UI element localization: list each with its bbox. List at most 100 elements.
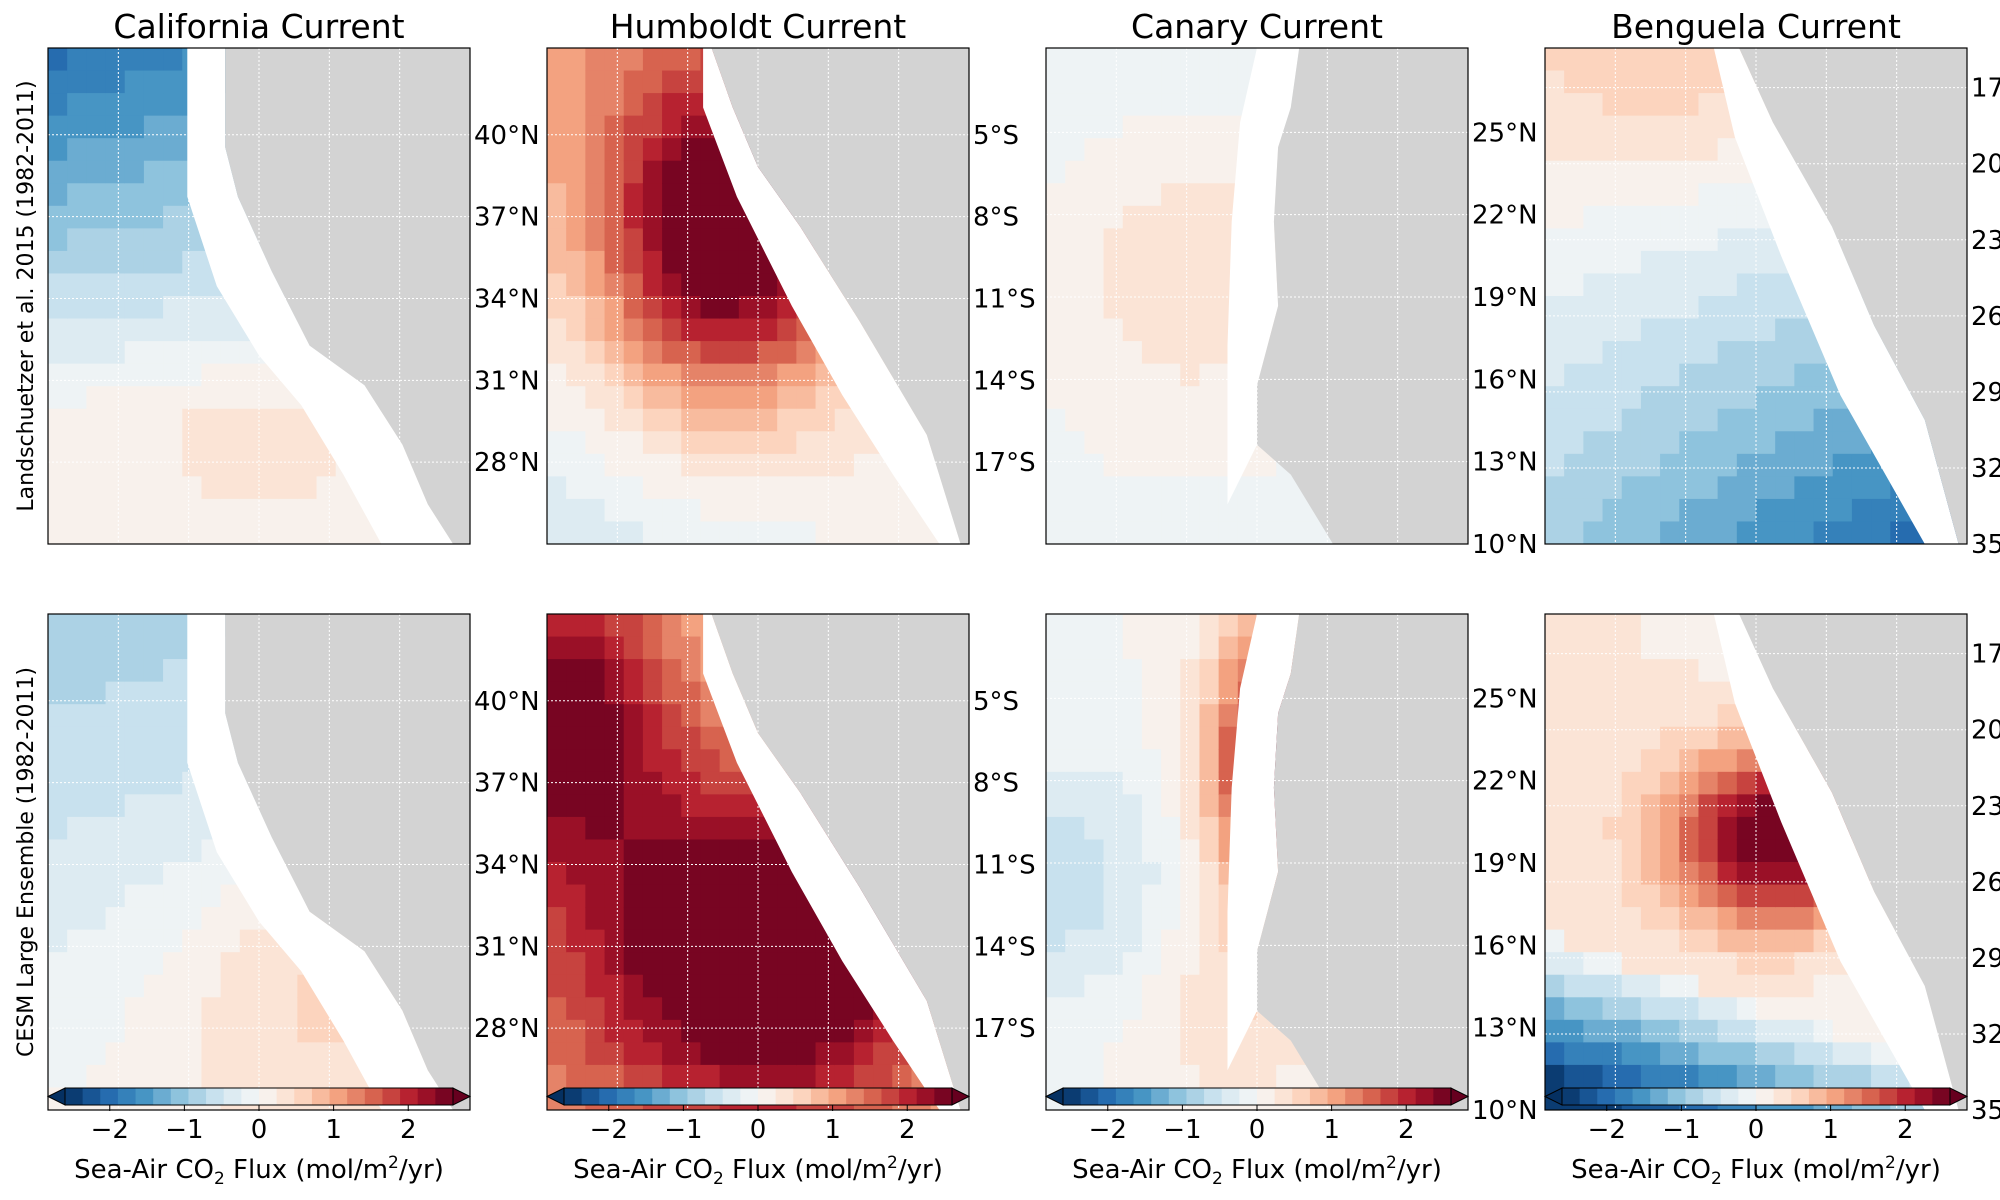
flux-field <box>1046 614 1468 1110</box>
panel-r2-c3: 25°N 22°N 19°N 16°N 13°N 10°N <box>1045 613 1538 1126</box>
colorbar-segment <box>294 1088 313 1105</box>
colorbar-segment <box>564 1088 583 1105</box>
lat-tick-label: 22°N <box>1472 201 1538 231</box>
colorbar-segment <box>347 1088 366 1105</box>
colorbar-tick-label: 0 <box>251 1115 268 1145</box>
land-mask <box>1257 48 1468 544</box>
colorbar-segment <box>1186 1088 1205 1105</box>
coastal-mask <box>1713 48 1959 544</box>
panel-r2-c2: 5°S 8°S 11°S 14°S 17°S <box>546 613 1036 1111</box>
lat-tick-label: 17°S <box>973 1014 1036 1044</box>
column-title: Canary Current <box>1131 7 1383 46</box>
panel-r2-c4: 17° 20° 23° 26° 29° 32° 35° <box>1544 613 2000 1126</box>
lat-tick-label: 23° <box>1971 226 2000 256</box>
colorbar-segment <box>1932 1088 1951 1105</box>
coastal-mask <box>1713 614 1959 1110</box>
lat-tick-label: 19°N <box>1472 849 1538 879</box>
colorbar-tick-label: 2 <box>899 1115 916 1145</box>
colorbar-segment <box>1115 1088 1135 1105</box>
colorbar-label: Sea-Air CO2 Flux (mol/m2/yr) <box>573 1153 943 1189</box>
lat-tick-label: 5°S <box>973 121 1019 151</box>
lat-tick-label: 25°N <box>1472 118 1538 148</box>
colorbar-tick-label: −2 <box>91 1115 129 1145</box>
lat-tick-label: 28°N <box>474 448 540 478</box>
colorbar-segment <box>1204 1088 1223 1105</box>
colorbar-segment <box>1879 1088 1898 1105</box>
lat-tick-label: 10°N <box>1472 530 1538 560</box>
panel-frame <box>546 47 970 545</box>
colorbar-segment <box>276 1088 295 1105</box>
land-mask <box>1739 48 1967 544</box>
lat-tick-label: 37°N <box>474 769 540 799</box>
panel-r1-c1: 40°N 37°N 34°N 31°N 28°N California Current La… <box>14 7 540 545</box>
colorbar-segment <box>1415 1088 1434 1105</box>
colorbar-segment <box>1380 1088 1399 1105</box>
lat-tick-label: 14°S <box>973 932 1036 962</box>
colorbar-segment <box>1098 1088 1117 1105</box>
lat-tick-label: 31°N <box>474 366 540 396</box>
row-label: Landschuetzer et al. 2015 (1982-2011) <box>14 80 39 511</box>
colorbar-segment <box>758 1088 777 1105</box>
colorbar-segment <box>1168 1088 1187 1105</box>
lat-tick-label: 40°N <box>474 687 540 717</box>
colorbar-segment <box>65 1088 84 1105</box>
panel-r1-c4: 17° 20° 23° 26° 29° 32° 35° Benguela Current <box>1544 7 2000 560</box>
lat-tick-label: 17°S <box>973 448 1036 478</box>
lat-tick-label: 32° <box>1971 454 2000 484</box>
colorbar-segment <box>1239 1088 1258 1105</box>
lat-tick-label: 13°N <box>1472 1014 1538 1044</box>
lat-tick-label: 40°N <box>474 121 540 151</box>
colorbar-segment <box>687 1088 706 1105</box>
lat-tick-label: 34°N <box>474 850 540 880</box>
lat-tick-label: 19°N <box>1472 283 1538 313</box>
lat-tick-label: 29° <box>1971 944 2000 974</box>
colorbar-segment <box>241 1088 260 1105</box>
colorbar-tick-label: 1 <box>1822 1115 1839 1145</box>
colorbar-segment <box>117 1088 137 1105</box>
colorbar-segment <box>435 1088 454 1105</box>
colorbar-segment <box>828 1088 847 1105</box>
colorbar-label: Sea-Air CO2 Flux (mol/m2/yr) <box>74 1153 444 1189</box>
lat-tick-label: 26° <box>1971 302 2000 332</box>
colorbar-segment <box>1579 1088 1598 1105</box>
colorbar-tick-label: 0 <box>750 1115 767 1145</box>
colorbar-tick-label: 0 <box>1748 1115 1765 1145</box>
colorbar-segment <box>329 1088 348 1105</box>
coastal-mask <box>1227 614 1300 1071</box>
colorbar-segment <box>1720 1088 1739 1105</box>
colorbar-segment <box>1614 1088 1634 1105</box>
colorbar-segment <box>1667 1088 1686 1105</box>
lat-tick-label: 34°N <box>474 284 540 314</box>
colorbar-tick-label: −1 <box>1163 1115 1201 1145</box>
colorbar-segment <box>616 1088 636 1105</box>
colorbar-segment <box>881 1088 900 1105</box>
colorbar-segment <box>1756 1088 1775 1105</box>
lat-tick-label: 10°N <box>1472 1096 1538 1126</box>
panel-frame <box>1544 47 1968 545</box>
coastal-mask <box>1227 48 1300 505</box>
colorbar-segment <box>1703 1088 1722 1105</box>
colorbar-segment <box>1861 1088 1880 1105</box>
land-mask <box>225 614 470 1110</box>
colorbar-tick-label: 2 <box>1398 1115 1415 1145</box>
colorbar-segment <box>1257 1088 1276 1105</box>
colorbar-4: −2 −1 0 1 2 Sea-Air CO2 Flux (mol/m2/yr) <box>1543 1087 1969 1189</box>
lat-tick-label: 17° <box>1971 640 2000 670</box>
column-title: California Current <box>113 7 404 46</box>
lat-tick-label: 28°N <box>474 1014 540 1044</box>
column-title: Humboldt Current <box>610 7 907 46</box>
lat-tick-label: 35° <box>1971 530 2000 560</box>
colorbar-segment <box>1791 1088 1810 1105</box>
coastal-mask <box>703 48 961 544</box>
lat-tick-label: 5°S <box>973 687 1019 717</box>
land-mask <box>1739 614 1967 1110</box>
colorbar-segment <box>382 1088 401 1105</box>
colorbar-segment <box>188 1088 207 1105</box>
colorbar-segment <box>82 1088 101 1105</box>
flux-field <box>1046 48 1468 544</box>
coastal-mask <box>703 614 961 1110</box>
colorbar-segment <box>581 1088 600 1105</box>
colorbar-segment <box>810 1088 830 1105</box>
land-mask <box>1257 614 1468 1110</box>
colorbar-segment <box>1063 1088 1082 1105</box>
